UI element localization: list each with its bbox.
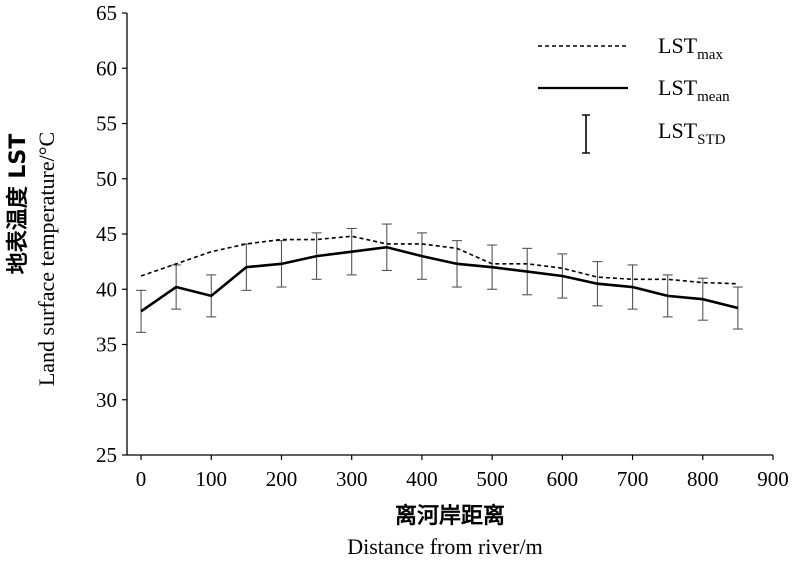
- x-tick-label: 800: [687, 467, 719, 491]
- x-tick-label: 500: [476, 467, 508, 491]
- y-tick-label: 55: [96, 112, 117, 136]
- legend-label-subscript: STD: [697, 132, 726, 148]
- y-tick-label: 45: [96, 222, 117, 246]
- y-axis-label-english: Land surface temperature/°C: [34, 132, 59, 386]
- y-tick-label: 65: [96, 1, 117, 25]
- x-tick-label: 400: [406, 467, 438, 491]
- x-tick-label: 100: [196, 467, 228, 491]
- legend-label: LSTmax: [658, 33, 723, 63]
- y-tick-label: 30: [96, 388, 117, 412]
- axis-labels: 离河岸距离 Distance from river/m 地表温度 LST Lan…: [5, 132, 543, 559]
- x-tick-label: 900: [757, 467, 789, 491]
- y-tick-label: 60: [96, 56, 117, 80]
- x-tick-label: 200: [266, 467, 298, 491]
- series-line-lst-mean: [140, 245, 739, 313]
- plot-area: [136, 223, 743, 333]
- y-tick-label: 50: [96, 167, 117, 191]
- y-axis-label-chinese: 地表温度 LST: [5, 134, 31, 275]
- axes: 25 30 35 40 45 50 55 60 65 0 100 200 300 400 500 600 700…: [96, 1, 789, 491]
- legend: LSTmax LSTmean LSTSTD: [538, 33, 730, 154]
- legend-label: LSTSTD: [658, 118, 726, 148]
- y-tick-label: 25: [96, 443, 117, 467]
- x-axis-label-chinese: 离河岸距离: [395, 503, 505, 529]
- x-tick-label: 700: [617, 467, 649, 491]
- y-tick-label: 35: [96, 333, 117, 357]
- legend-label-subscript: max: [697, 47, 723, 63]
- x-axis-label-english: Distance from river/m: [347, 534, 543, 559]
- x-tick-label: 300: [336, 467, 368, 491]
- y-tick-label: 40: [96, 277, 117, 301]
- series-line-lst-max: [140, 235, 738, 285]
- legend-label: LSTmean: [658, 75, 730, 105]
- x-tick-label: 600: [547, 467, 579, 491]
- legend-label-subscript: mean: [697, 89, 730, 105]
- x-tick-label: 0: [136, 467, 147, 491]
